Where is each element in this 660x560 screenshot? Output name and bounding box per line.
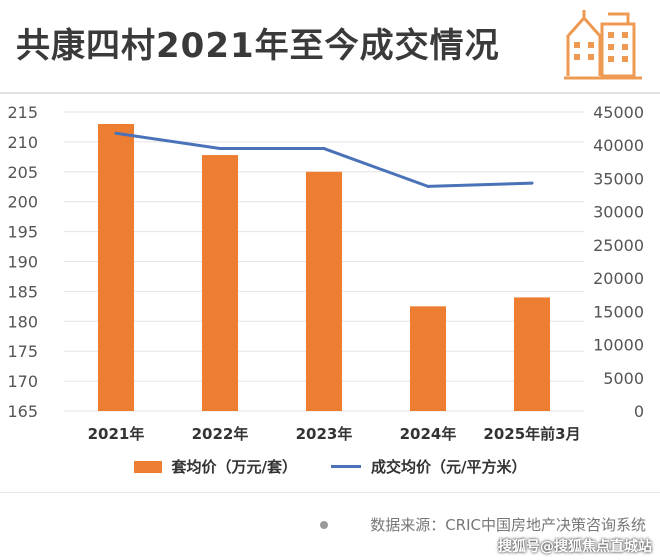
bar [202, 155, 238, 411]
left-tick-label: 210 [7, 133, 38, 152]
line-point [114, 131, 118, 135]
line-swatch-icon [331, 465, 361, 468]
bar-swatch-icon [133, 460, 162, 473]
left-tick-label: 200 [7, 193, 38, 212]
x-tick-label: 2021年 [88, 425, 145, 443]
watermark: 搜狐号@搜狐焦点直城站 [498, 539, 652, 555]
right-tick-label: 10000 [593, 336, 644, 355]
right-tick-label: 45000 [593, 103, 644, 122]
bar [306, 171, 342, 411]
source-text: 数据来源：CRIC中国房地产决策咨询系统 [370, 516, 646, 534]
source-note: 数据来源：CRIC中国房地产决策咨询系统 [320, 514, 646, 535]
x-tick-label: 2025年前3月 [483, 425, 580, 443]
left-axis-ticks: 215 210 205 200 195 190 185 180 175 170 165 [7, 103, 38, 421]
bar-series [98, 123, 550, 412]
x-tick-label: 2022年 [192, 425, 249, 443]
left-tick-label: 215 [7, 103, 38, 122]
footer-divider [0, 492, 660, 493]
left-tick-label: 195 [7, 223, 38, 242]
legend-bar-label: 套均价（万元/套） [171, 458, 297, 476]
legend-item-line: 成交均价（元/平方米） [331, 456, 526, 477]
bar [514, 297, 550, 411]
left-tick-label: 185 [7, 282, 38, 301]
dot-icon [320, 520, 329, 529]
x-axis-labels: 2021年 2022年 2023年 2024年 2025年前3月 [88, 425, 581, 443]
bar [410, 306, 446, 411]
left-tick-label: 190 [7, 253, 38, 272]
right-tick-label: 25000 [593, 236, 644, 255]
x-tick-label: 2023年 [296, 425, 353, 443]
left-tick-label: 170 [7, 372, 38, 391]
bar [98, 123, 134, 412]
header-divider [0, 92, 660, 94]
legend-line-label: 成交均价（元/平方米） [371, 458, 527, 476]
left-tick-label: 175 [7, 342, 38, 361]
x-tick-label: 2024年 [400, 425, 457, 443]
right-tick-label: 30000 [593, 203, 644, 222]
right-tick-label: 0 [634, 402, 644, 421]
right-tick-label: 35000 [593, 169, 644, 188]
right-tick-label: 5000 [603, 369, 644, 388]
right-tick-label: 15000 [593, 302, 644, 321]
line-point [530, 181, 534, 185]
right-tick-label: 40000 [593, 136, 644, 155]
left-tick-label: 180 [7, 312, 38, 331]
line-point [218, 147, 222, 151]
left-tick-label: 165 [7, 402, 38, 421]
building-icon [564, 10, 642, 80]
right-tick-label: 20000 [593, 269, 644, 288]
legend-item-bar: 套均价（万元/套） [133, 456, 297, 477]
line-point [322, 147, 326, 151]
right-axis-ticks: 45000 40000 35000 30000 25000 20000 15000 10000… [593, 103, 644, 421]
legend: 套均价（万元/套） 成交均价（元/平方米） [0, 456, 660, 477]
left-tick-label: 205 [7, 163, 38, 182]
page-title: 共康四村2021年至今成交情况 [16, 26, 500, 66]
line-point [426, 184, 430, 188]
line-series [114, 131, 534, 188]
